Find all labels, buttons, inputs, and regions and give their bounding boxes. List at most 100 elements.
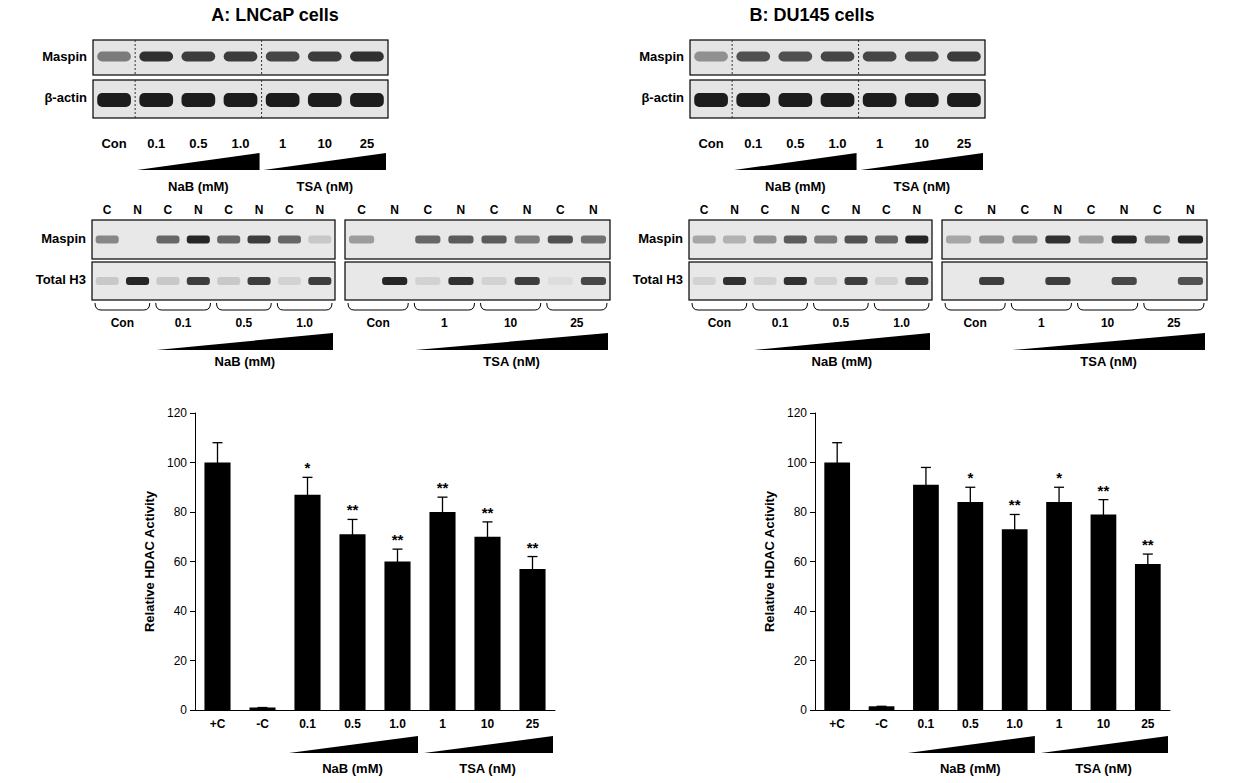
svg-text:**: ** <box>1098 482 1110 499</box>
svg-text:0: 0 <box>180 703 187 717</box>
svg-text:-C: -C <box>256 717 269 731</box>
svg-text:β-actin: β-actin <box>641 90 684 105</box>
svg-text:NaB (mM): NaB (mM) <box>215 354 276 369</box>
svg-text:1.0: 1.0 <box>828 136 846 151</box>
svg-text:1: 1 <box>441 316 448 330</box>
svg-text:Total H3: Total H3 <box>36 272 86 287</box>
svg-text:TSA (nM): TSA (nM) <box>1080 354 1137 369</box>
svg-text:**: ** <box>392 531 404 548</box>
svg-text:100: 100 <box>167 456 187 470</box>
svg-text:0.1: 0.1 <box>772 316 789 330</box>
svg-text:**: ** <box>1142 536 1154 553</box>
svg-text:1.0: 1.0 <box>389 717 406 731</box>
svg-text:0.5: 0.5 <box>833 316 850 330</box>
svg-text:NaB (mM): NaB (mM) <box>168 179 229 194</box>
svg-text:25: 25 <box>526 717 540 731</box>
svg-text:N: N <box>255 203 264 217</box>
svg-text:Con: Con <box>366 316 389 330</box>
svg-text:*: * <box>1056 469 1062 486</box>
svg-text:+C: +C <box>829 717 845 731</box>
svg-text:-C: -C <box>875 717 888 731</box>
svg-text:Maspin: Maspin <box>639 49 684 64</box>
svg-text:**: ** <box>347 501 359 518</box>
svg-text:*: * <box>305 459 311 476</box>
svg-text:N: N <box>133 203 142 217</box>
svg-text:C: C <box>882 203 891 217</box>
svg-text:25: 25 <box>1167 316 1181 330</box>
svg-text:C: C <box>954 203 963 217</box>
svg-text:B: DU145 cells: B: DU145 cells <box>749 5 874 25</box>
svg-text:80: 80 <box>794 505 808 519</box>
svg-text:0.5: 0.5 <box>344 717 361 731</box>
svg-text:NaB (mM): NaB (mM) <box>812 354 873 369</box>
svg-text:0: 0 <box>800 703 807 717</box>
svg-text:N: N <box>1120 203 1129 217</box>
svg-text:60: 60 <box>794 555 808 569</box>
svg-text:25: 25 <box>360 136 374 151</box>
svg-text:N: N <box>589 203 598 217</box>
svg-text:N: N <box>194 203 203 217</box>
svg-text:1: 1 <box>279 136 286 151</box>
svg-text:0.5: 0.5 <box>786 136 804 151</box>
svg-text:80: 80 <box>174 505 188 519</box>
svg-text:20: 20 <box>794 654 808 668</box>
svg-text:Maspin: Maspin <box>638 231 683 246</box>
svg-text:40: 40 <box>794 604 808 618</box>
svg-text:0.5: 0.5 <box>962 717 979 731</box>
svg-text:100: 100 <box>787 456 807 470</box>
svg-text:TSA (nM): TSA (nM) <box>297 179 354 194</box>
svg-text:1: 1 <box>1038 316 1045 330</box>
svg-text:10: 10 <box>504 316 518 330</box>
svg-text:Con: Con <box>111 316 134 330</box>
svg-text:C: C <box>1087 203 1096 217</box>
svg-text:10: 10 <box>1101 316 1115 330</box>
svg-text:10: 10 <box>318 136 332 151</box>
svg-text:C: C <box>285 203 294 217</box>
svg-text:C: C <box>357 203 366 217</box>
svg-text:10: 10 <box>481 717 495 731</box>
svg-text:C: C <box>423 203 432 217</box>
svg-text:Con: Con <box>708 316 731 330</box>
svg-text:N: N <box>987 203 996 217</box>
svg-text:N: N <box>912 203 921 217</box>
svg-text:Con: Con <box>698 136 723 151</box>
svg-text:Relative HDAC Activity: Relative HDAC Activity <box>142 490 157 632</box>
svg-text:0.1: 0.1 <box>918 717 935 731</box>
svg-text:β-actin: β-actin <box>44 90 87 105</box>
svg-text:**: ** <box>437 479 449 496</box>
svg-text:TSA (nM): TSA (nM) <box>1075 761 1132 776</box>
svg-text:NaB (mM): NaB (mM) <box>765 179 826 194</box>
svg-text:**: ** <box>527 539 539 556</box>
svg-text:C: C <box>103 203 112 217</box>
svg-text:C: C <box>700 203 709 217</box>
svg-text:N: N <box>1186 203 1195 217</box>
svg-text:Con: Con <box>963 316 986 330</box>
svg-text:C: C <box>224 203 233 217</box>
svg-text:C: C <box>164 203 173 217</box>
svg-text:N: N <box>457 203 466 217</box>
svg-text:C: C <box>761 203 770 217</box>
svg-text:Relative HDAC Activity: Relative HDAC Activity <box>762 490 777 632</box>
svg-text:C: C <box>1020 203 1029 217</box>
svg-text:1.0: 1.0 <box>1006 717 1023 731</box>
svg-text:C: C <box>1153 203 1162 217</box>
svg-text:C: C <box>821 203 830 217</box>
svg-text:1: 1 <box>1056 717 1063 731</box>
svg-text:N: N <box>730 203 739 217</box>
svg-text:N: N <box>1054 203 1063 217</box>
svg-text:N: N <box>315 203 324 217</box>
svg-text:1: 1 <box>439 717 446 731</box>
svg-text:0.1: 0.1 <box>175 316 192 330</box>
svg-text:120: 120 <box>167 406 187 420</box>
svg-text:0.5: 0.5 <box>189 136 207 151</box>
svg-text:0.5: 0.5 <box>236 316 253 330</box>
svg-text:A: LNCaP cells: A: LNCaP cells <box>211 5 339 25</box>
svg-text:Con: Con <box>101 136 126 151</box>
svg-text:1: 1 <box>876 136 883 151</box>
svg-text:TSA (nM): TSA (nM) <box>459 761 516 776</box>
svg-text:C: C <box>556 203 565 217</box>
svg-text:60: 60 <box>174 555 188 569</box>
svg-text:0.1: 0.1 <box>147 136 165 151</box>
svg-text:N: N <box>852 203 861 217</box>
svg-text:120: 120 <box>787 406 807 420</box>
